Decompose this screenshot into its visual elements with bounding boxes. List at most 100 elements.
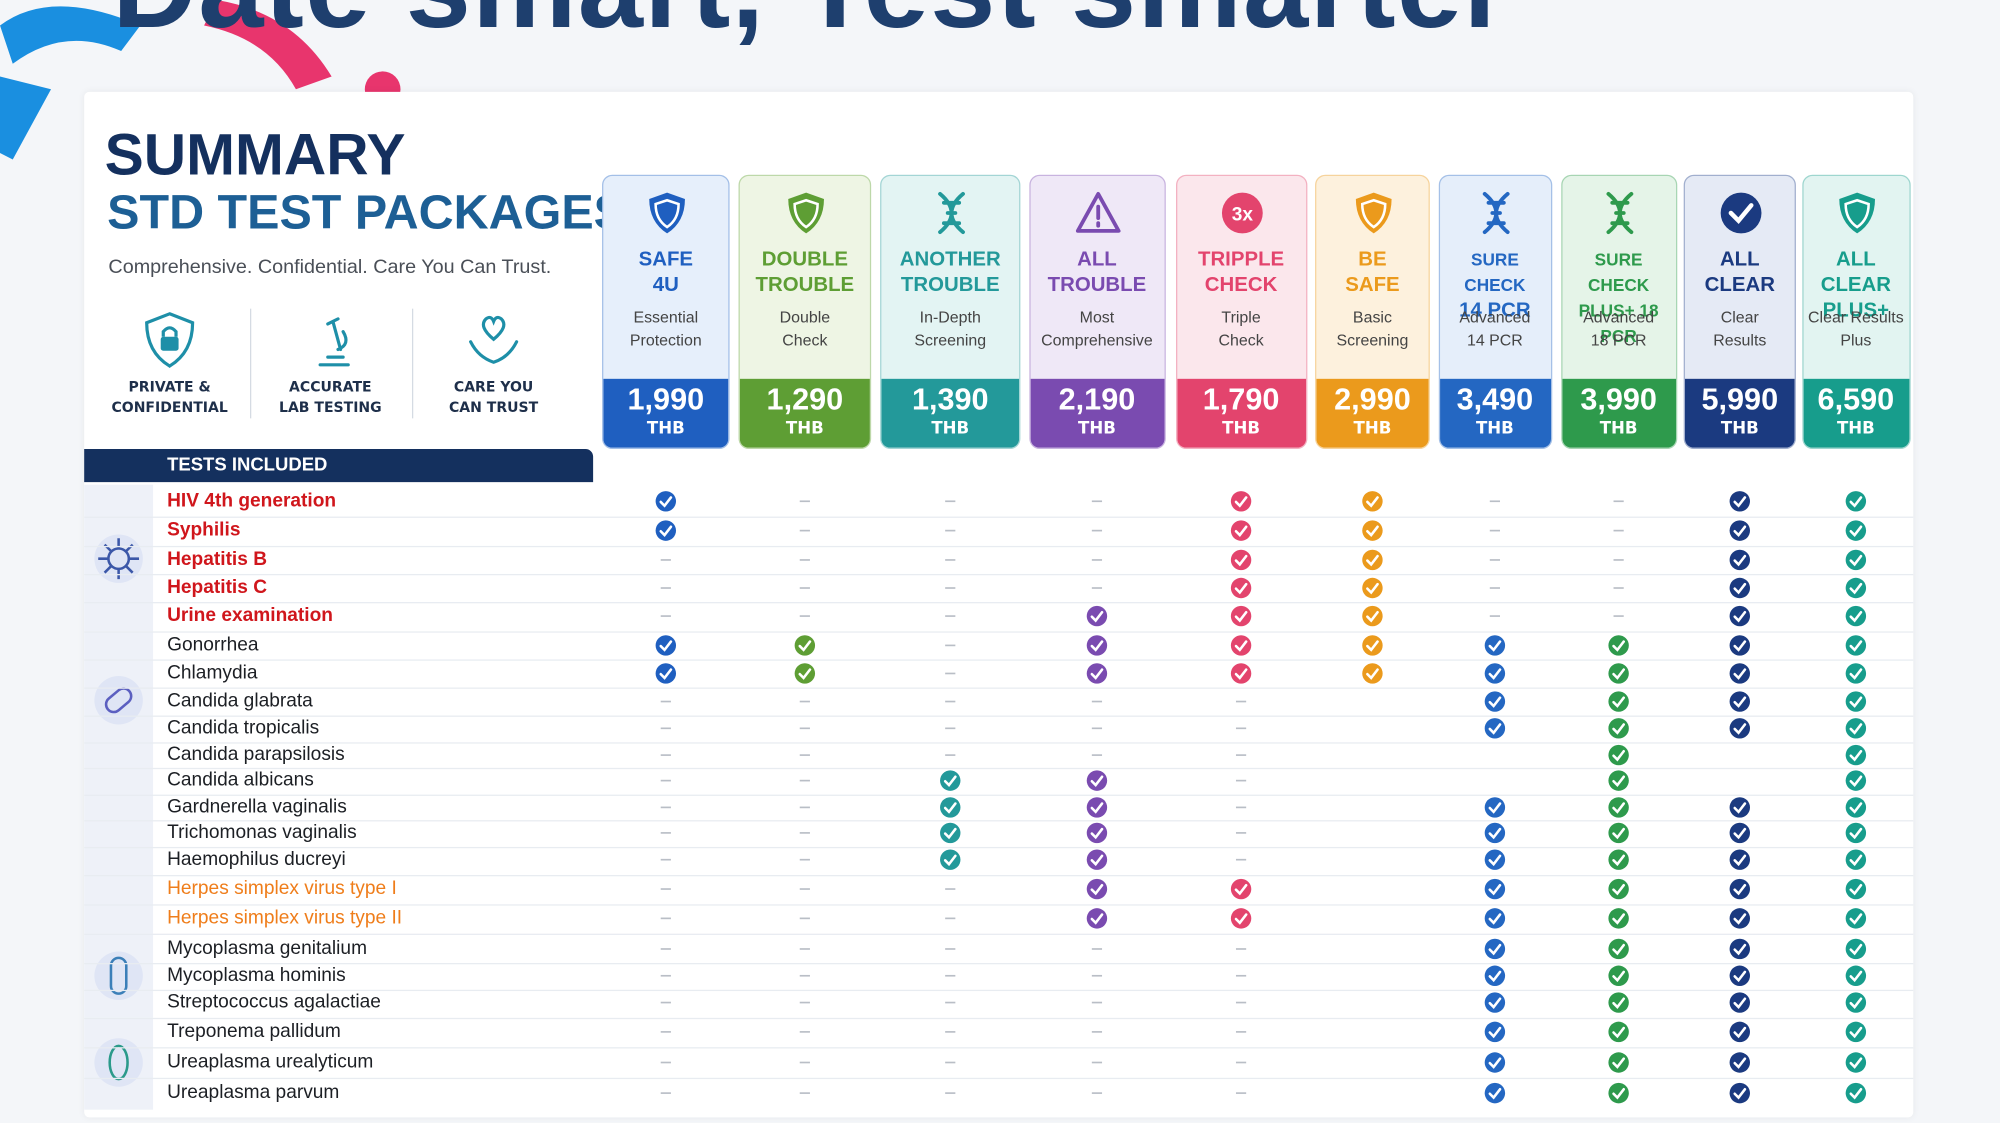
- capsule-icon: [109, 956, 128, 995]
- check-mark: [1488, 943, 1502, 956]
- check-mark: [1488, 913, 1502, 925]
- dash-icon: [945, 644, 956, 647]
- row-separator: [84, 1077, 1914, 1080]
- check-circle: [1484, 718, 1506, 739]
- check-icon: [1608, 797, 1629, 818]
- package-icon: [1839, 192, 1875, 234]
- dash-icon: [799, 615, 810, 617]
- test-name: Trichomonas vaginalis: [167, 821, 357, 844]
- check-icon: [1230, 635, 1252, 656]
- check-icon: [1845, 691, 1867, 712]
- check-icon: [794, 663, 816, 684]
- check-circle: [1608, 635, 1629, 656]
- test-name: Candida parapsilosis: [167, 743, 345, 766]
- check-icon: [794, 635, 816, 656]
- check-icon: [1729, 822, 1750, 844]
- check-icon: [1729, 520, 1750, 541]
- dash-icon: [945, 500, 956, 503]
- check-icon: [1484, 992, 1506, 1013]
- package-desc-block: Advanced 18 PCR: [1562, 306, 1676, 352]
- decor-blue: [0, 6, 141, 64]
- check-icon: [1608, 1021, 1629, 1043]
- package-description: Screening: [914, 331, 987, 350]
- dash-icon: [1091, 500, 1103, 503]
- row-separator: [84, 820, 1914, 822]
- check-mark: [1849, 1088, 1863, 1100]
- dash-icon: [1613, 615, 1624, 617]
- shield-icon: [145, 312, 195, 368]
- check-mark: [1849, 610, 1863, 623]
- check-mark: [1488, 802, 1502, 814]
- group-icon: [94, 1038, 143, 1087]
- dash-icon: [945, 917, 956, 920]
- check-icon: [1729, 797, 1750, 818]
- package-desc-block: Clear Results Plus: [1803, 306, 1909, 352]
- check-mark: [943, 775, 957, 788]
- check-circle: [1484, 1052, 1506, 1073]
- check-circle: [1845, 549, 1867, 571]
- check-circle: [1845, 849, 1867, 870]
- package-name: SAFE: [638, 248, 694, 271]
- check-icon: [1230, 605, 1252, 627]
- check-icon: [655, 520, 677, 541]
- dash-icon: [1091, 974, 1103, 977]
- package-name: SURE CHECK: [1587, 249, 1650, 295]
- price-box: 6,590 THB: [1802, 378, 1909, 448]
- check-circle: [794, 663, 816, 684]
- check-mark: [1849, 723, 1863, 735]
- package-name: ALL CLEAR: [1820, 248, 1892, 296]
- check-mark: [1733, 802, 1747, 814]
- dash-icon: [945, 529, 956, 532]
- check-mark: [1733, 854, 1747, 867]
- check-circle: [1729, 663, 1750, 684]
- check-circle: [1608, 849, 1629, 870]
- row-separator: [84, 573, 1914, 576]
- decor-pink: [204, 0, 332, 90]
- check-circle: [1845, 605, 1867, 627]
- check-icon: [1845, 770, 1867, 791]
- package-description: Double: [779, 308, 831, 327]
- dash-icon: [799, 754, 810, 756]
- check-icon: [1230, 878, 1252, 900]
- dash-icon: [945, 1061, 956, 1064]
- check-icon: [1729, 549, 1750, 571]
- package-price: 1,290: [766, 382, 844, 418]
- package-name: ANOTHER: [899, 248, 1001, 271]
- price-box: 1,790 THB: [1176, 378, 1306, 448]
- check-circle: [1845, 491, 1867, 512]
- check-mark: [1234, 668, 1248, 680]
- package-description: Check: [1218, 331, 1264, 350]
- check-icon: [655, 635, 677, 656]
- check-mark: [1849, 970, 1863, 983]
- check-icon: [1729, 1082, 1750, 1104]
- row-separator: [84, 515, 1914, 518]
- check-icon: [1729, 691, 1750, 712]
- check-circle: [1230, 635, 1252, 656]
- package-name: CLEAR: [1704, 274, 1775, 296]
- package-name: ALL: [1719, 248, 1760, 271]
- package-currency: THB: [1475, 419, 1514, 439]
- check-icon: [1086, 770, 1108, 791]
- check-icon: [1608, 1082, 1629, 1104]
- check-circle: [1845, 663, 1867, 684]
- check-circle: [1230, 549, 1252, 571]
- check-icon: [1845, 663, 1867, 684]
- check-mark: [1849, 640, 1863, 652]
- check-circle: [1230, 520, 1252, 541]
- check-mark: [1488, 1057, 1502, 1069]
- check-mark: [1234, 554, 1248, 567]
- check-icon: [1729, 491, 1750, 512]
- dash-icon: [1091, 700, 1103, 703]
- check-mark: [1612, 723, 1625, 735]
- check-circle: [1362, 520, 1383, 541]
- check-circle: [1845, 1052, 1867, 1073]
- check-mark: [1488, 883, 1502, 896]
- feature-icon: [469, 315, 519, 364]
- check-mark: [1733, 970, 1747, 983]
- check-mark: [1488, 723, 1502, 735]
- check-circle: [1362, 605, 1383, 627]
- hero-title: Date smart, Test smarter: [112, 0, 1510, 55]
- check-mark: [1488, 668, 1502, 680]
- dash-icon: [1091, 754, 1103, 756]
- check-mark: [1849, 1026, 1863, 1039]
